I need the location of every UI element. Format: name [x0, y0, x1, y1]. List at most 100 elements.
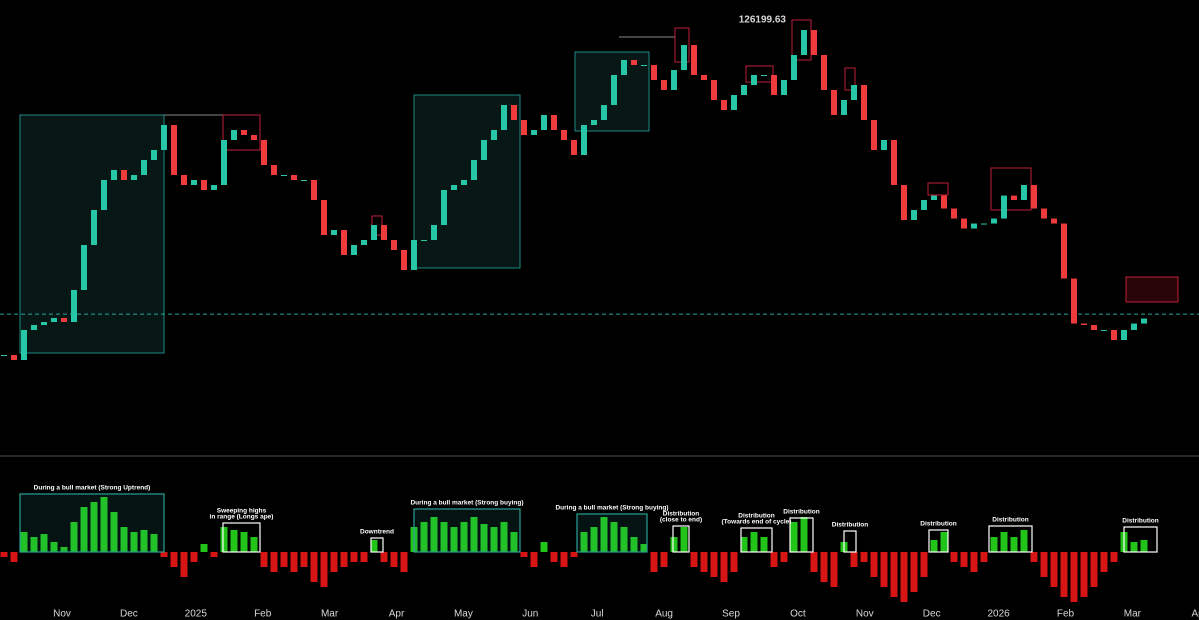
oscillator-bar — [40, 534, 48, 552]
candle — [321, 200, 327, 235]
oscillator-bar — [920, 552, 928, 577]
annotation-box — [843, 530, 857, 553]
candle — [271, 165, 277, 175]
oscillator-bar — [1060, 552, 1068, 597]
candle — [981, 223, 987, 225]
candle — [341, 230, 347, 255]
annotation-box — [576, 513, 648, 553]
high-label: 126199.63 — [739, 15, 787, 26]
oscillator-bar — [780, 552, 788, 562]
oscillator-bar — [900, 552, 908, 602]
oscillator-bar — [470, 517, 478, 552]
x-tick-label: Apr — [389, 609, 405, 620]
oscillator-bar — [680, 527, 688, 552]
candle — [591, 120, 597, 125]
candle — [811, 30, 817, 55]
annotation-box — [988, 525, 1033, 553]
candle — [1061, 223, 1067, 279]
candle — [381, 225, 387, 240]
candle — [641, 65, 647, 66]
oscillator-bar — [200, 544, 208, 552]
oscillator-bar — [290, 552, 298, 572]
oscillator-bar — [1070, 552, 1078, 602]
oscillator-bar — [0, 552, 8, 557]
oscillator-bar — [520, 552, 528, 557]
oscillator-bar — [610, 522, 618, 552]
candle — [601, 105, 607, 120]
candle — [1051, 218, 1057, 224]
candle — [441, 190, 447, 225]
annotation-label: (close to end) — [660, 517, 702, 524]
x-tick-label: Nov — [53, 609, 71, 620]
candle — [851, 85, 857, 100]
x-tick-label: Feb — [254, 609, 272, 620]
oscillator-bar — [630, 537, 638, 552]
candle — [261, 140, 267, 165]
oscillator-bar — [700, 552, 708, 572]
annotation-box — [19, 493, 165, 553]
x-tick-label: Apr — [1192, 609, 1199, 620]
oscillator-bar — [110, 512, 118, 552]
annotation-label: (Towards end of cycle) — [722, 519, 792, 526]
candle — [871, 120, 877, 150]
oscillator-bar — [190, 552, 198, 562]
candle — [31, 325, 37, 330]
candle — [691, 45, 697, 75]
oscillator-bar — [70, 522, 78, 552]
x-tick-label: Aug — [655, 609, 673, 620]
candle — [901, 185, 907, 220]
candle — [751, 75, 757, 85]
candle — [1111, 330, 1117, 340]
oscillator-bar — [620, 527, 628, 552]
oscillator-bar — [800, 517, 808, 552]
candle — [571, 140, 577, 155]
oscillator-bar — [950, 552, 958, 562]
oscillator-bar — [150, 534, 158, 552]
candle — [461, 180, 467, 185]
annotation-box — [789, 517, 814, 553]
candle — [541, 115, 547, 130]
oscillator-bar — [280, 552, 288, 567]
oscillator-bar — [790, 522, 798, 552]
oscillator-bar — [1010, 537, 1018, 552]
oscillator-bar — [390, 552, 398, 567]
oscillator-bar — [1080, 552, 1088, 597]
oscillator-bar — [90, 502, 98, 552]
oscillator-bar — [1140, 540, 1148, 552]
candle — [181, 175, 187, 185]
candle — [721, 100, 727, 110]
annotation-label: Distribution — [1122, 518, 1158, 525]
candle — [771, 75, 777, 95]
oscillator-bar — [650, 552, 658, 572]
oscillator-bar — [300, 552, 308, 567]
candle — [251, 135, 257, 140]
oscillator-bar — [210, 552, 218, 557]
oscillator-bar — [590, 527, 598, 552]
candle — [21, 330, 27, 360]
oscillator-bar — [1100, 552, 1108, 572]
oscillator-bar — [160, 552, 168, 557]
oscillator-bar — [670, 537, 678, 552]
annotation-box — [370, 537, 384, 553]
x-tick-label: Dec — [923, 609, 941, 620]
oscillator-bar — [870, 552, 878, 577]
candle — [1101, 330, 1107, 331]
annotation-label: Distribution — [663, 511, 699, 518]
oscillator-bar — [60, 547, 68, 552]
candle — [411, 240, 417, 270]
oscillator-bar — [600, 517, 608, 552]
candle — [361, 240, 367, 245]
candle — [191, 180, 197, 185]
candle — [41, 322, 47, 325]
oscillator-bar — [1000, 532, 1008, 552]
candle — [511, 105, 517, 120]
candle — [791, 55, 797, 80]
annotation-label: Distribution — [738, 513, 774, 520]
oscillator-bar — [270, 552, 278, 572]
oscillator-bar — [30, 537, 38, 552]
x-tick-label: Nov — [856, 609, 874, 620]
x-tick-label: Jun — [522, 609, 538, 620]
candle — [1131, 323, 1137, 330]
oscillator-bar — [220, 527, 228, 552]
